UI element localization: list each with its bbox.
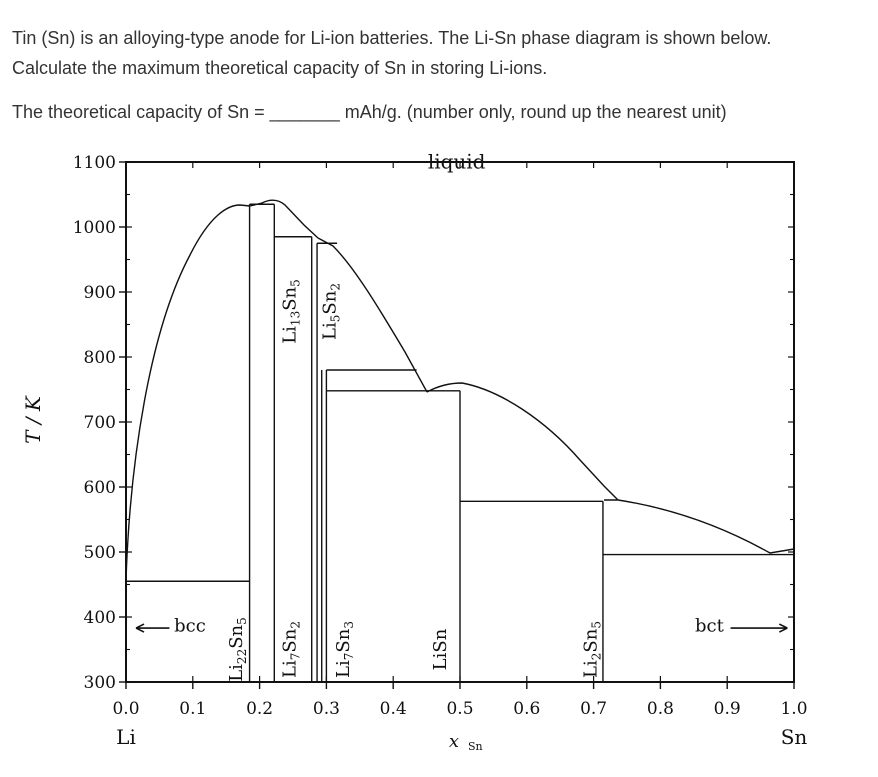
x-tick-label: 0.9	[714, 699, 741, 719]
x-tick-label: 0.4	[380, 699, 407, 719]
phase-label-main: Li	[280, 326, 301, 344]
phase-label-main: Li	[226, 664, 247, 682]
phase-label-sub1: 7	[288, 653, 302, 661]
phase-label-main: LiSn	[430, 628, 451, 670]
y-tick-label: 700	[84, 413, 116, 433]
x-tick-label: 0.5	[446, 699, 473, 719]
phase-label: Li7Sn2	[280, 621, 303, 678]
phase-label-sub1: 22	[235, 649, 249, 664]
phase-label-sub1: 2	[589, 653, 603, 661]
phase-label: Li5Sn2	[320, 283, 343, 340]
y-tick-label: 300	[84, 673, 116, 693]
region-label-liquid: liquid	[428, 150, 486, 174]
phase-label-main: Li	[280, 660, 301, 678]
x-tick-label: 0.6	[513, 699, 540, 719]
liquidus-li7sn2	[249, 199, 319, 239]
phase-label-sub2: 2	[328, 283, 342, 291]
phase-label-main: Li	[580, 660, 601, 678]
phase-label-sub2: 3	[342, 621, 356, 629]
x-tick-label: 0.1	[179, 699, 206, 719]
phase-boundary-lines	[125, 199, 795, 581]
region-label-bct: bct	[695, 615, 725, 636]
phase-label-main: Li	[333, 660, 354, 678]
liquidus-lisn	[426, 382, 619, 501]
x-tick-label: 1.0	[780, 699, 807, 719]
phase-label-sub2: 2	[288, 621, 302, 629]
answer-prompt: The theoretical capacity of Sn = _______…	[12, 102, 727, 122]
region-label-bcc: bcc	[174, 615, 206, 636]
x-end-label-sn: Sn	[781, 725, 808, 749]
x-tick-label: 0.0	[112, 699, 139, 719]
phase-label-sub2: 5	[288, 279, 302, 287]
phase-label-mid: Sn	[320, 290, 341, 314]
y-axis-label: T / K	[21, 395, 45, 444]
phase-label: Li7Sn3	[333, 621, 356, 678]
x-tick-label: 0.2	[246, 699, 273, 719]
arrow-bct	[730, 623, 788, 633]
phase-label-sub1: 13	[288, 311, 302, 326]
arrow-bcc	[135, 623, 170, 633]
y-tick-label: 1000	[73, 218, 116, 238]
question-line-1: Tin (Sn) is an alloying-type anode for L…	[12, 28, 772, 48]
x-axis-label: x	[449, 731, 459, 752]
phase-label-mid: Sn	[280, 286, 301, 310]
phase-label-sub1: 7	[342, 653, 356, 661]
x-tick-label: 0.7	[580, 699, 607, 719]
y-tick-label: 600	[84, 478, 116, 498]
y-tick-label: 400	[84, 608, 116, 628]
phase-label-main: Li	[320, 322, 341, 340]
phase-label-sub1: 5	[328, 315, 342, 323]
liquidus-li5sn2-li7sn3	[317, 237, 428, 393]
phase-label-mid: Sn	[226, 624, 247, 648]
liquidus-bcc-li22sn5	[125, 204, 251, 581]
phase-label-mid: Sn	[580, 628, 601, 652]
y-tick-label: 500	[84, 543, 116, 563]
x-tick-label: 0.8	[647, 699, 674, 719]
x-axis-label-sub: Sn	[468, 740, 483, 753]
y-tick-label: 1100	[73, 153, 116, 173]
phase-label: LiSn	[430, 628, 451, 670]
x-tick-label: 0.3	[313, 699, 340, 719]
phase-label: Li2Sn5	[580, 621, 603, 678]
phase-label: Li13Sn5	[280, 279, 303, 344]
y-tick-label: 900	[84, 283, 116, 303]
phase-label: Li22Sn5	[226, 617, 249, 682]
liquidus-li2sn5-sn	[604, 499, 795, 554]
phase-label-sub2: 5	[235, 617, 249, 625]
question-line-2: Calculate the maximum theoretical capaci…	[12, 58, 548, 78]
x-end-label-li: Li	[116, 725, 136, 749]
phase-label-mid: Sn	[333, 628, 354, 652]
phase-label-mid: Sn	[280, 628, 301, 652]
phase-label-sub2: 5	[589, 621, 603, 629]
y-tick-label: 800	[84, 348, 116, 368]
